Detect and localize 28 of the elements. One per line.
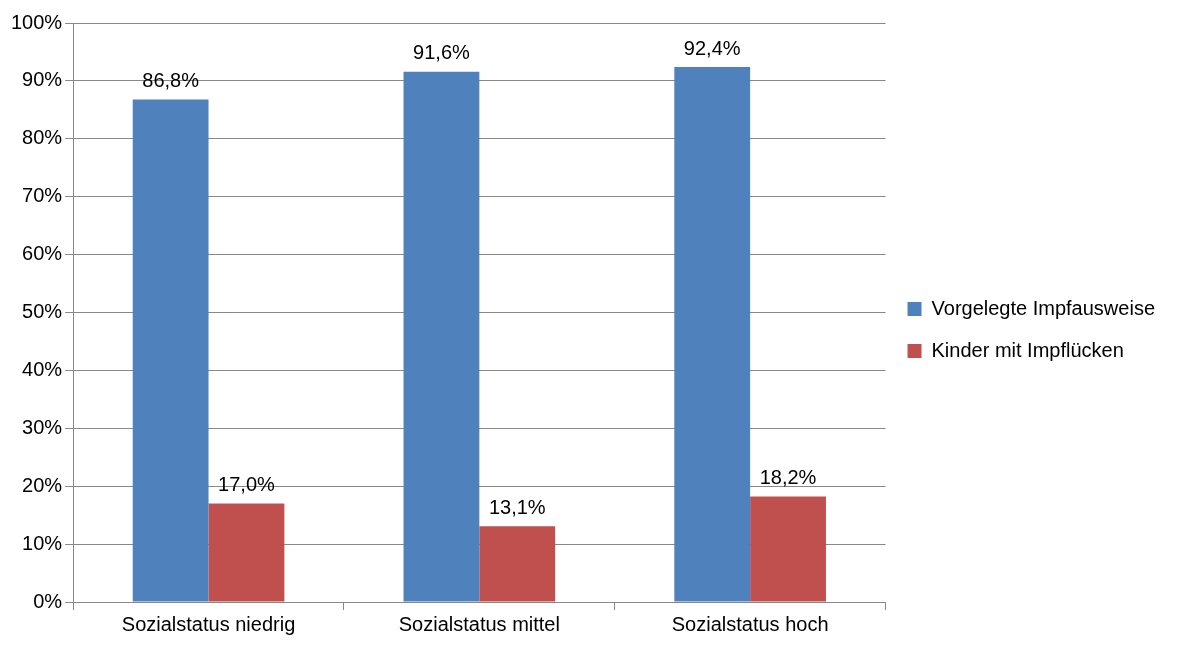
bar — [750, 496, 826, 602]
bar — [132, 99, 209, 602]
y-tick-label: 70% — [22, 184, 63, 207]
legend-label: Kinder mit Impflücken — [931, 338, 1124, 361]
y-tick-label: 30% — [22, 415, 63, 438]
y-tick-label: 0% — [33, 589, 63, 612]
y-tick-label: 20% — [22, 473, 63, 496]
y-tick-label: 10% — [22, 531, 63, 554]
data-label: 86,8% — [142, 68, 200, 91]
y-tick-label: 90% — [22, 68, 63, 91]
data-label: 13,1% — [488, 495, 546, 518]
bar — [403, 71, 480, 602]
legend-label: Vorgelegte Impfausweise — [931, 296, 1155, 319]
data-label: 18,2% — [759, 466, 817, 489]
y-tick-label: 60% — [22, 242, 63, 265]
data-label: 91,6% — [413, 41, 470, 64]
x-tick-label: Sozialstatus mittel — [398, 612, 560, 635]
y-tick-label: 50% — [22, 300, 63, 323]
x-tick-label: Sozialstatus niedrig — [121, 612, 296, 635]
data-label: 92,4% — [683, 36, 741, 59]
y-tick-label: 80% — [22, 126, 63, 149]
y-tick-label: 100% — [11, 10, 63, 33]
x-tick-label: Sozialstatus hoch — [671, 612, 829, 635]
bar — [674, 67, 751, 602]
y-tick-label: 40% — [22, 357, 63, 380]
bar — [208, 503, 285, 602]
data-label: 17,0% — [218, 473, 276, 496]
bar — [479, 526, 556, 602]
